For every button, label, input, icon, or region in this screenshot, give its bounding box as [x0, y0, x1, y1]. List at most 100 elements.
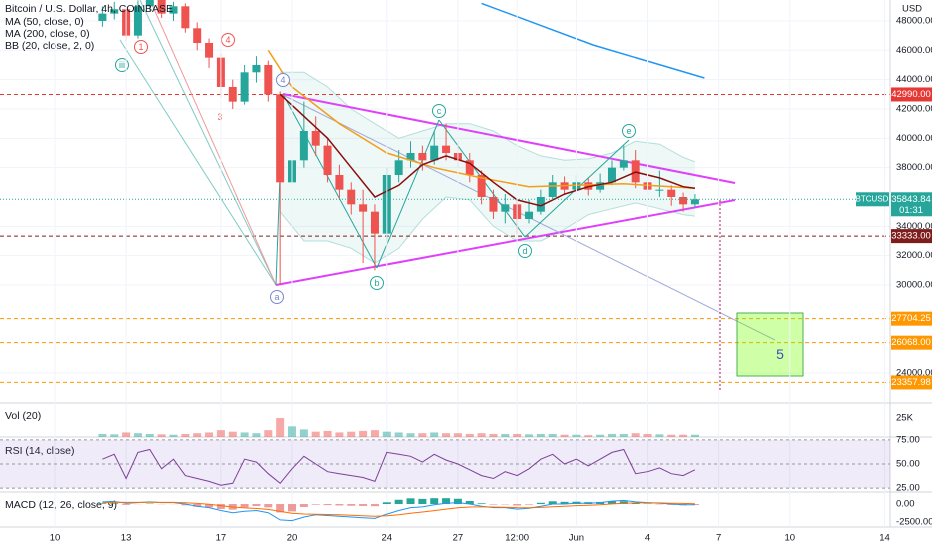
drawing-line: [275, 199, 736, 286]
volume-bar: [560, 434, 569, 437]
volume-bar: [442, 433, 451, 437]
volume-bar: [193, 433, 202, 437]
candle-body: [145, 0, 154, 7]
countdown: 01:31: [899, 205, 923, 216]
volume-bar: [465, 433, 474, 437]
volume-bar: [228, 431, 237, 437]
candle-body: [299, 130, 308, 161]
level-label-box: [891, 229, 932, 244]
volume-bar: [489, 433, 498, 437]
currency: USD: [902, 4, 922, 15]
x-tick-label: 24: [382, 533, 393, 544]
annotation: e: [626, 126, 631, 136]
candle-body: [501, 204, 510, 212]
candle-body: [607, 167, 616, 183]
candle-body: [133, 6, 142, 36]
candle-body: [619, 160, 628, 168]
drawing-line: [376, 119, 440, 269]
candle-body: [465, 160, 474, 175]
y-tick-label: 38000.00: [896, 162, 932, 173]
y-tick-label: 25.00: [896, 483, 920, 494]
volume-bar: [276, 417, 285, 437]
candle-body: [477, 174, 486, 197]
candle-body: [276, 94, 285, 183]
macd-histogram: [347, 504, 356, 506]
volume-bar: [596, 434, 605, 437]
drawing-line: [119, 39, 277, 286]
volume-bar: [607, 433, 616, 437]
volume-bar: [252, 433, 261, 437]
volume-bar: [335, 432, 344, 437]
macd-histogram: [299, 504, 308, 507]
y-tick-label: 48000.00: [896, 15, 932, 26]
volume-bar: [643, 433, 652, 437]
annotation: 4: [280, 75, 285, 85]
macd-histogram: [370, 504, 379, 507]
volume-bar: [323, 430, 332, 437]
candle-body: [655, 189, 664, 191]
y-tick-label: 30000.00: [896, 280, 932, 291]
annotation: a: [274, 292, 279, 302]
macd-histogram: [311, 504, 320, 505]
volume-bar: [619, 433, 628, 437]
x-tick-label: 14: [879, 533, 890, 544]
annotation: 1: [138, 42, 143, 52]
candle-body: [169, 6, 178, 14]
volume-bar: [145, 433, 154, 437]
drawing-line: [282, 93, 736, 184]
level-label: 23357.98: [891, 377, 931, 388]
volume-bar: [418, 433, 427, 437]
candle-body: [667, 189, 676, 197]
candle-body: [240, 72, 249, 102]
candle-body: [418, 152, 427, 161]
macd-histogram: [181, 504, 190, 506]
x-tick-label: 12:00: [505, 533, 529, 544]
volume-bar: [311, 431, 320, 437]
level-label: 33333.00: [891, 231, 931, 242]
volume-bar: [406, 433, 415, 437]
macd-histogram: [122, 504, 131, 505]
volume-bar: [667, 434, 676, 437]
annotation-circle: [432, 104, 446, 118]
level-label-box: [891, 87, 932, 102]
candle-body: [181, 6, 190, 29]
candle-body: [110, 9, 119, 14]
candle-body: [264, 64, 273, 95]
y-tick-label: 32000.00: [896, 250, 932, 261]
candle-body: [596, 182, 605, 190]
level-label: 27704.25: [891, 313, 931, 324]
legend-entry: BB (20, close, 2, 0): [5, 40, 94, 52]
annotation-circle: [221, 33, 235, 47]
y-tick-label: 24000.00: [896, 368, 932, 379]
candle-body: [690, 199, 699, 205]
candle-body: [406, 152, 415, 161]
volume-bar: [181, 433, 190, 437]
volume-bar: [169, 434, 178, 437]
macd-histogram: [477, 503, 486, 505]
annotation-circle: [134, 40, 148, 54]
candle-body: [205, 42, 214, 58]
level-label: 26068.00: [891, 337, 931, 348]
x-tick-label: 13: [121, 533, 132, 544]
volume-bar: [513, 433, 522, 437]
annotation: d: [522, 246, 527, 256]
volume-bar: [477, 433, 486, 437]
macd-histogram: [406, 498, 415, 505]
y-tick-label: 34000.00: [896, 221, 932, 232]
volume-bar: [501, 433, 510, 437]
x-tick-label: 10: [50, 533, 61, 544]
rsi-line: [102, 448, 696, 486]
signal-line: [102, 501, 695, 517]
macd-histogram: [418, 498, 427, 505]
macd-histogram: [631, 502, 640, 505]
candle-body: [536, 196, 545, 212]
macd-histogram: [382, 502, 391, 505]
macd-histogram: [525, 504, 534, 505]
pane-title: RSI (14, close): [5, 445, 74, 457]
y-tick-label: 50.00: [896, 459, 920, 470]
volume-bar: [370, 430, 379, 437]
macd-histogram: [110, 503, 119, 505]
last-price-box: [891, 192, 932, 217]
y-tick-label: 40000.00: [896, 133, 932, 144]
candle-body: [157, 0, 166, 14]
